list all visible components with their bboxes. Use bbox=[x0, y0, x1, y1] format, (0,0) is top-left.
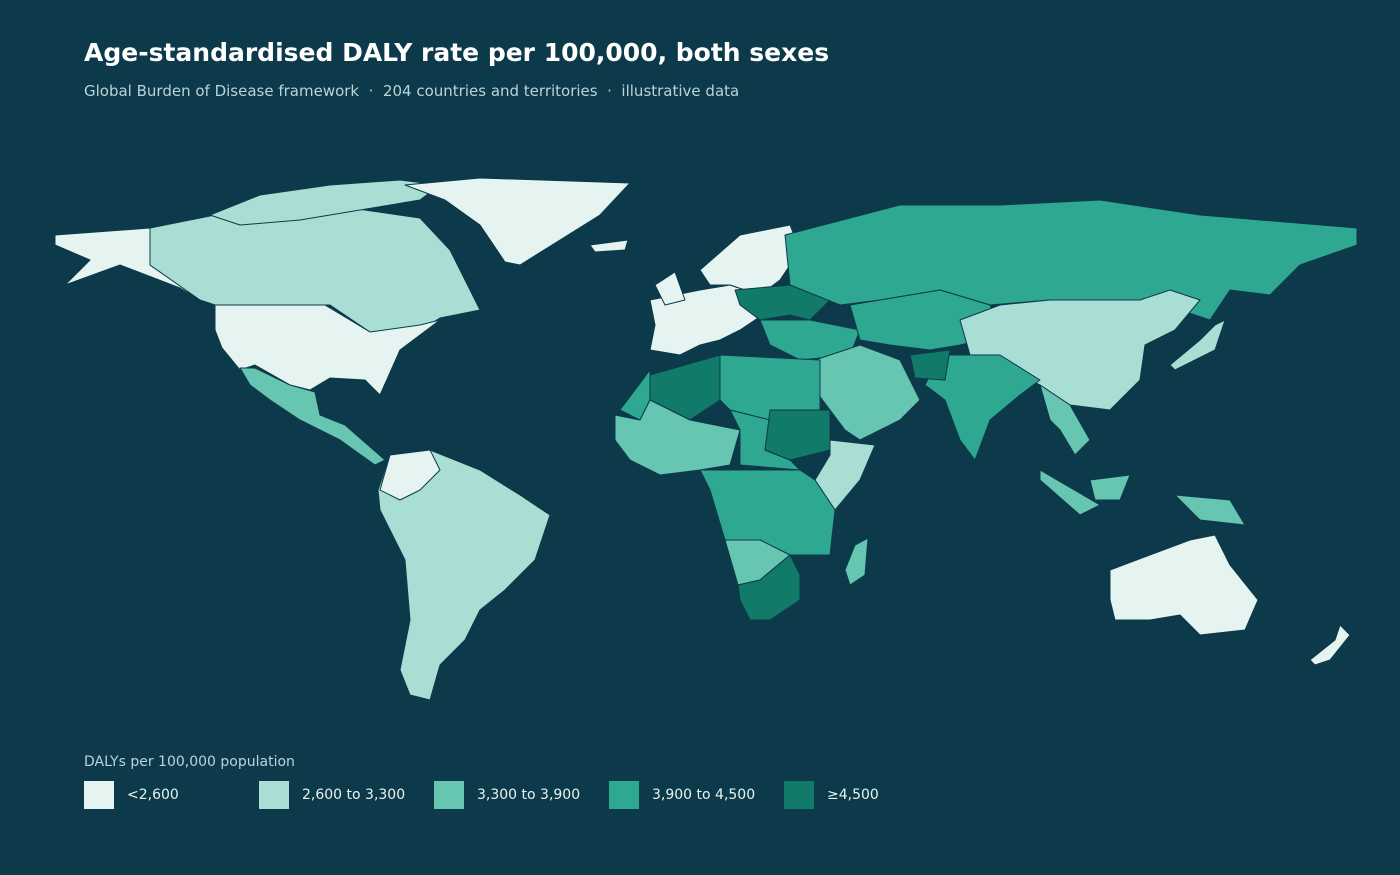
new-guinea bbox=[1174, 494, 1246, 526]
madagascar bbox=[844, 537, 869, 586]
south-asia bbox=[924, 354, 1041, 461]
central-east-africa bbox=[699, 469, 836, 556]
legend-swatch bbox=[84, 781, 114, 809]
mexico-central-america bbox=[239, 367, 386, 466]
australia bbox=[1109, 534, 1259, 636]
uk bbox=[654, 271, 686, 306]
borneo bbox=[1089, 474, 1131, 501]
new-zealand bbox=[1309, 624, 1351, 666]
colombia-venezuela bbox=[379, 449, 441, 501]
usa bbox=[214, 304, 441, 396]
greenland bbox=[404, 177, 631, 266]
central-asia bbox=[849, 289, 1001, 351]
iceland bbox=[589, 239, 629, 253]
scandinavia bbox=[699, 224, 801, 296]
legend-label: 2,600 to 3,300 bbox=[302, 787, 405, 803]
world-map bbox=[54, 177, 1358, 701]
legend-swatch bbox=[259, 781, 289, 809]
southern-africa bbox=[737, 554, 801, 621]
subtitle: Global Burden of Disease framework · 204… bbox=[84, 82, 739, 100]
japan bbox=[1169, 319, 1226, 371]
afghanistan bbox=[909, 349, 951, 381]
legend-label: ≥4,500 bbox=[827, 787, 879, 803]
legend-swatch bbox=[434, 781, 464, 809]
southeast-asia bbox=[1039, 384, 1091, 456]
middle-east bbox=[814, 344, 921, 441]
legend-title: DALYs per 100,000 population bbox=[84, 754, 295, 770]
legend-label: <2,600 bbox=[127, 787, 179, 803]
legend-swatch bbox=[609, 781, 639, 809]
legend-label: 3,900 to 4,500 bbox=[652, 787, 755, 803]
sudan bbox=[764, 409, 831, 461]
legend-label: 3,300 to 3,900 bbox=[477, 787, 580, 803]
legend-swatch bbox=[784, 781, 814, 809]
sumatra bbox=[1039, 469, 1101, 516]
title: Age-standardised DALY rate per 100,000, … bbox=[84, 38, 829, 67]
south-america bbox=[377, 449, 551, 701]
west-africa bbox=[614, 399, 741, 476]
legend: <2,600 2,600 to 3,300 3,300 to 3,900 3,900 … bbox=[84, 781, 879, 809]
